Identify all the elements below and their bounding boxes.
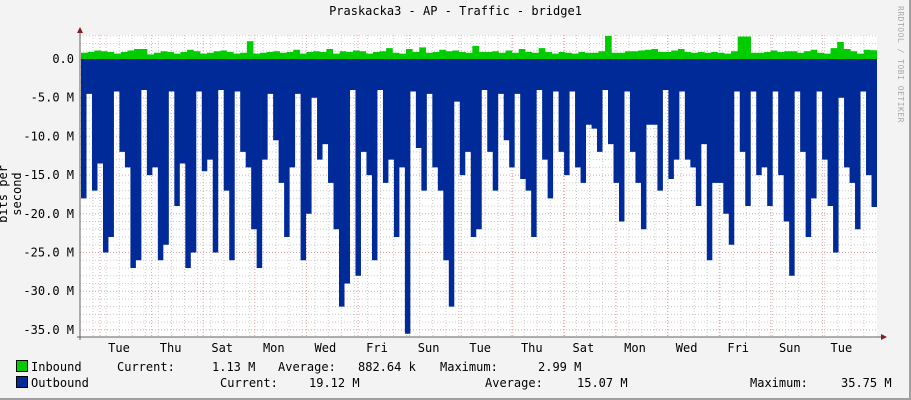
- x-tick-label: Sun: [418, 341, 440, 355]
- traffic-chart: 0.0 -5.0 M -10.0 M -15.0 M -20.0 M -25.0 M -30…: [23, 27, 887, 355]
- x-tick-label: Wed: [676, 341, 698, 355]
- inbound-average-label: Average:: [278, 360, 336, 374]
- inbound-area: [81, 35, 877, 59]
- x-tick-label: Mon: [263, 341, 285, 355]
- x-tick-label: Sun: [779, 341, 801, 355]
- outbound-maximum: 35.75 M: [841, 376, 892, 390]
- inbound-swatch: [16, 360, 28, 372]
- x-tick-label: Tue: [469, 341, 491, 355]
- outbound-maximum-label: Maximum:: [750, 376, 808, 390]
- inbound-maximum-label: Maximum:: [440, 360, 498, 374]
- chart-title: Praskacka3 - AP - Traffic - bridge1: [329, 4, 582, 18]
- x-tick-label: Fri: [366, 341, 388, 355]
- inbound-maximum: 2.99 M: [538, 360, 582, 374]
- y-tick-label: -20.0 M: [23, 207, 74, 221]
- y-tick-label: -35.0 M: [23, 323, 74, 337]
- outbound-area: [81, 59, 877, 334]
- x-tick-label: Mon: [624, 341, 646, 355]
- outbound-label: Outbound: [31, 376, 89, 390]
- outbound-average-label: Average:: [485, 376, 543, 390]
- y-tick-label: -10.0 M: [23, 129, 74, 143]
- x-axis-arrow-icon: [881, 334, 887, 340]
- legend-inbound: Inbound Current: 1.13 M Average: 882.64 k Max…: [16, 360, 581, 374]
- y-tick-label: -30.0 M: [23, 284, 74, 298]
- outbound-current-label: Current:: [220, 376, 278, 390]
- y-tick-label: -15.0 M: [23, 168, 74, 182]
- x-tick-label: Tue: [108, 341, 130, 355]
- inbound-average: 882.64 k: [358, 360, 416, 374]
- y-tick-label: -25.0 M: [23, 246, 74, 260]
- x-tick-label: Sat: [573, 341, 595, 355]
- x-tick-label: Thu: [521, 341, 543, 355]
- outbound-swatch: [16, 376, 28, 388]
- inbound-label: Inbound: [31, 360, 82, 374]
- y-axis-arrow-icon: [77, 27, 83, 33]
- x-tick-label: Fri: [727, 341, 749, 355]
- outbound-average: 15.07 M: [577, 376, 628, 390]
- legend-outbound: Outbound Current: 19.12 M Average: 15.07 M Ma…: [16, 376, 892, 390]
- y-tick-label: -5.0 M: [31, 91, 74, 105]
- outbound-current: 19.12 M: [309, 376, 360, 390]
- x-tick-label: Thu: [160, 341, 182, 355]
- x-tick-label: Sat: [211, 341, 233, 355]
- x-tick-label: Tue: [831, 341, 853, 355]
- inbound-current-label: Current:: [117, 360, 175, 374]
- rrdtool-watermark: RRDTOOL / TOBI OETIKER: [896, 6, 905, 123]
- y-tick-label: 0.0: [52, 52, 74, 66]
- inbound-current: 1.13 M: [212, 360, 256, 374]
- x-tick-label: Wed: [315, 341, 337, 355]
